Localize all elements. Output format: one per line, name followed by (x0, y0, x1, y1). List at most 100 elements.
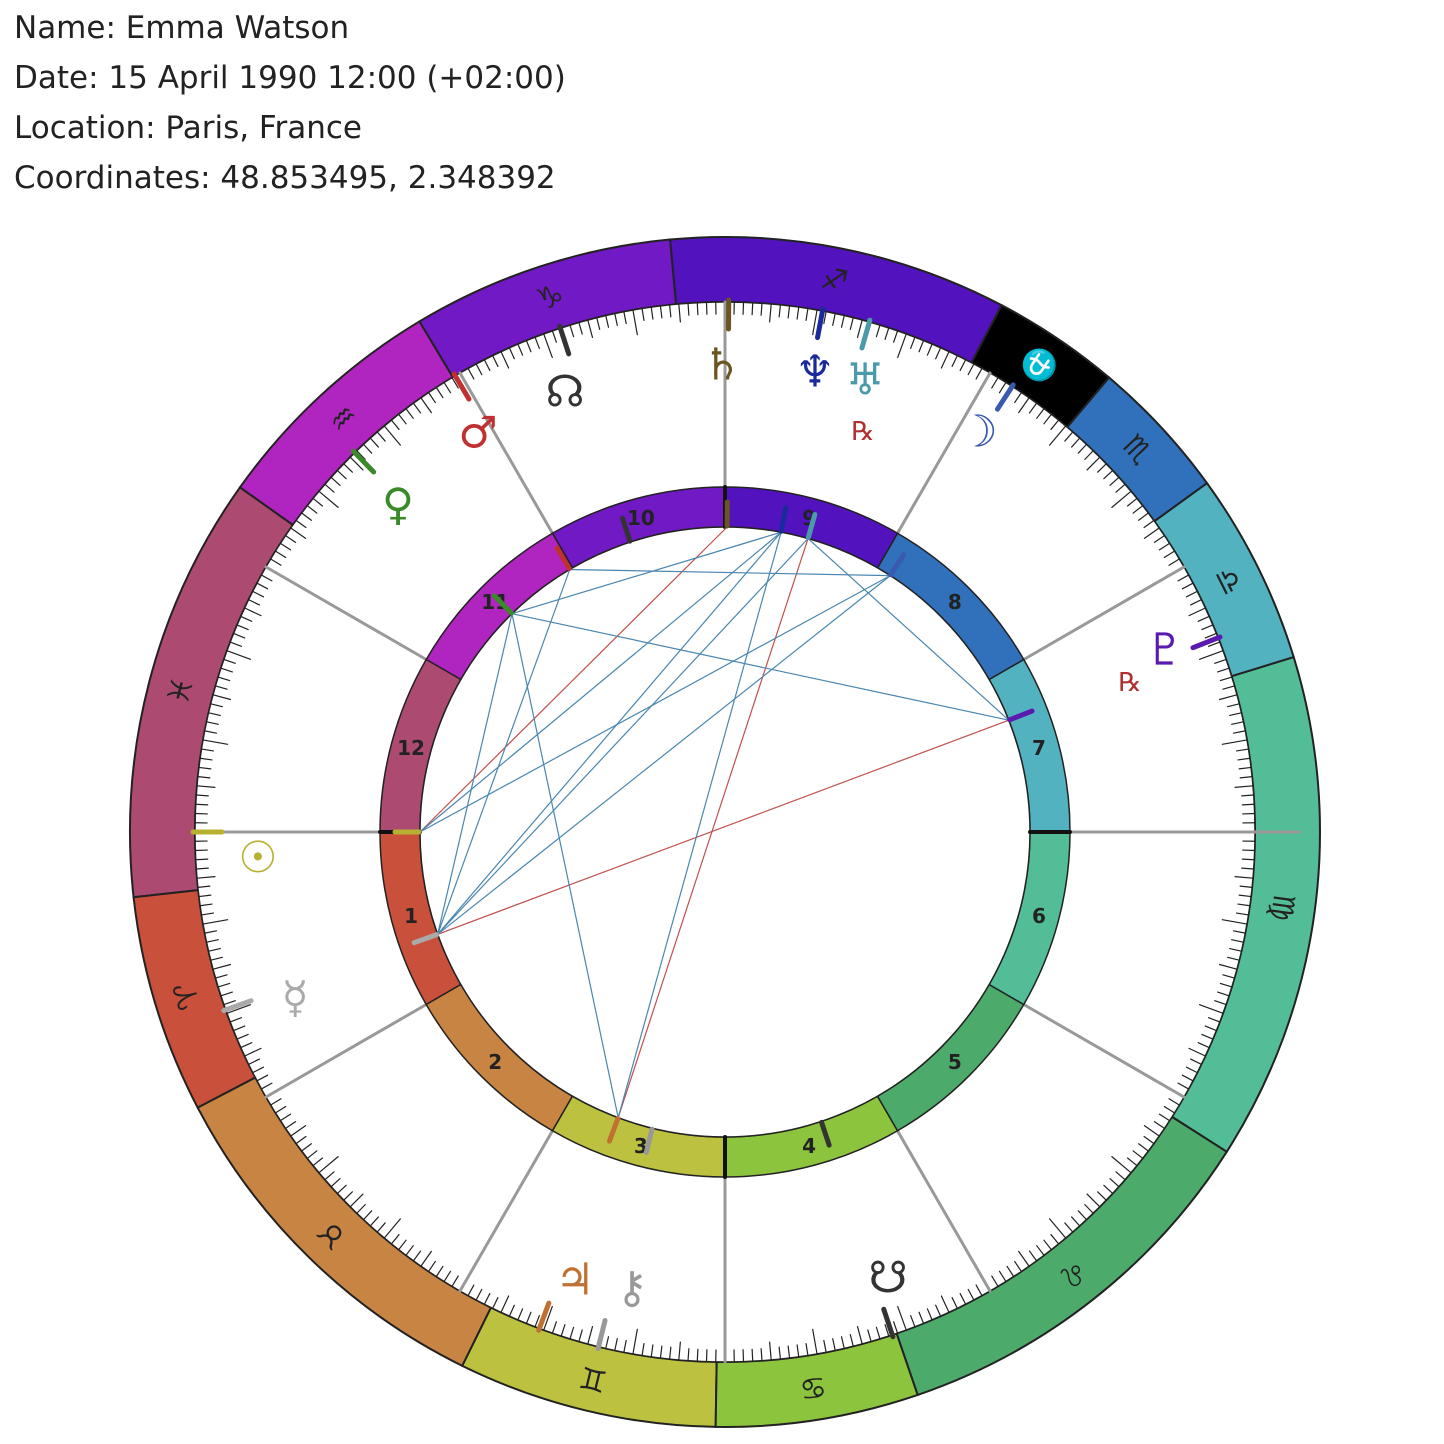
aspect-line (511, 613, 1009, 721)
degree-tick (1188, 1047, 1206, 1057)
degree-tick (1241, 858, 1255, 861)
degree-tick (195, 858, 209, 861)
degree-tick (207, 947, 221, 952)
degree-tick (1036, 408, 1045, 419)
degree-tick (318, 1156, 339, 1174)
degree-tick (1204, 1025, 1218, 1032)
degree-tick (678, 303, 681, 323)
degree-tick (1143, 519, 1155, 529)
degree-tick (805, 1343, 809, 1357)
degree-tick (1181, 582, 1194, 590)
degree-tick (195, 867, 209, 870)
degree-tick (1014, 392, 1022, 404)
degree-tick (412, 1250, 422, 1262)
degree-tick (336, 1184, 347, 1195)
degree-tick (343, 1191, 353, 1201)
aspect-line (437, 531, 782, 935)
planet-tick-outer (994, 382, 1016, 412)
degree-tick (279, 1113, 292, 1122)
degree-tick (614, 1338, 618, 1352)
degree-tick (875, 1326, 881, 1340)
degree-tick (951, 355, 958, 368)
degree-tick (483, 1292, 491, 1305)
degree-tick (1138, 1143, 1149, 1152)
house-cusp (458, 1129, 554, 1293)
degree-tick (1097, 463, 1107, 473)
sign-glyph: ♐ (818, 261, 851, 301)
degree-tick (1132, 1150, 1144, 1159)
degree-tick (1126, 1157, 1138, 1167)
degree-tick (910, 336, 916, 350)
degree-tick (274, 550, 287, 559)
degree-tick (236, 624, 249, 631)
degree-tick (1234, 785, 1254, 788)
degree-tick (197, 885, 211, 889)
degree-tick (778, 1346, 782, 1360)
house-number: 2 (488, 1050, 502, 1074)
degree-tick (199, 757, 213, 761)
degree-tick (840, 1336, 845, 1350)
degree-tick (232, 632, 246, 639)
degree-tick (232, 1025, 246, 1032)
degree-tick (252, 590, 265, 598)
degree-tick (893, 1321, 899, 1334)
planet-tick-outer (881, 1306, 896, 1340)
degree-tick (687, 302, 690, 316)
degree-tick (1185, 1066, 1198, 1074)
degree-tick (443, 381, 452, 394)
degree-tick (1198, 1004, 1224, 1014)
degree-tick (1014, 1260, 1022, 1272)
degree-tick (290, 527, 307, 539)
degree-tick (1239, 885, 1253, 889)
degree-tick (290, 1125, 307, 1137)
degree-tick (196, 785, 216, 788)
degree-tick (1177, 574, 1190, 582)
degree-tick (312, 1157, 324, 1167)
aspect-line (437, 569, 571, 935)
degree-tick (1086, 456, 1101, 471)
degree-tick (897, 1305, 907, 1331)
degree-tick (214, 974, 228, 979)
planet-tick-inner (778, 505, 789, 534)
degree-tick (1103, 1184, 1114, 1195)
degree-tick (1049, 1218, 1067, 1239)
degree-tick (796, 1344, 800, 1358)
degree-tick (256, 1074, 269, 1082)
degree-tick (435, 1265, 444, 1278)
degree-tick (1185, 590, 1198, 598)
degree-tick (1132, 505, 1144, 514)
degree-tick (1231, 721, 1245, 725)
degree-tick (356, 1204, 366, 1214)
degree-tick (1143, 1125, 1160, 1137)
degree-tick (306, 1150, 318, 1159)
degree-tick (659, 305, 663, 319)
degree-tick (483, 359, 491, 372)
degree-tick (543, 333, 553, 359)
degree-tick (1163, 1105, 1176, 1114)
degree-tick (236, 1033, 249, 1040)
degree-tick (405, 1245, 414, 1256)
degree-tick (796, 306, 800, 320)
degree-tick (1043, 1239, 1052, 1251)
degree-tick (1163, 550, 1176, 559)
aspect-line (437, 538, 809, 935)
degree-tick (991, 1275, 999, 1287)
degree-tick (202, 919, 229, 925)
degree-tick (1064, 1222, 1074, 1233)
degree-tick (451, 1275, 459, 1287)
degree-tick (204, 730, 218, 734)
degree-tick (212, 694, 232, 701)
degree-tick (330, 1178, 341, 1188)
degree-tick (220, 667, 233, 673)
degree-tick (467, 1284, 475, 1297)
degree-tick (769, 1341, 772, 1361)
degree-tick (1138, 512, 1149, 521)
degree-tick (1111, 1156, 1132, 1174)
degree-tick (1018, 1250, 1030, 1267)
degree-tick (198, 894, 212, 898)
degree-tick (832, 1338, 836, 1352)
degree-tick (1238, 894, 1252, 898)
degree-tick (1219, 982, 1233, 988)
degree-tick (849, 317, 854, 330)
